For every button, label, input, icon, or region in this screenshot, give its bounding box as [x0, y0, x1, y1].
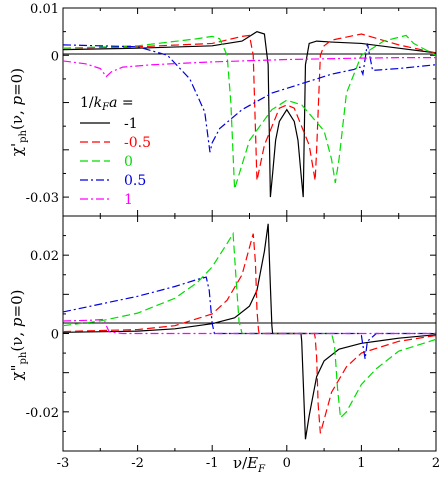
bottom-y-axis-title: χ"ph(ν, p=0): [8, 290, 29, 381]
bottom-y-tick-label: 0.02: [30, 249, 59, 264]
top-series-line: [63, 43, 436, 153]
top-panel-frame: [62, 7, 437, 217]
x-tick-label: 0: [283, 456, 291, 471]
top-series-line: [63, 33, 436, 181]
top-series-line: [63, 57, 436, 78]
x-tick-label: 1: [357, 456, 365, 471]
x-tick-label: -2: [131, 456, 144, 471]
top-y-tick-label: 0: [51, 49, 59, 64]
top-y-tick-label: -0.03: [26, 191, 59, 206]
top-series-line: [63, 34, 436, 190]
bottom-y-tick-label: 0: [51, 328, 59, 343]
bottom-series-line: [63, 231, 436, 420]
x-tick-label: 2: [432, 456, 440, 471]
top-y-tick-label: 0.01: [30, 2, 59, 17]
legend-label: -0.5: [124, 135, 151, 151]
legend-label: 0: [124, 154, 133, 170]
legend-label: 0.5: [124, 173, 146, 189]
x-tick-label: -3: [57, 456, 70, 471]
bottom-series-line: [63, 223, 436, 440]
x-axis-title: ν/EF: [233, 454, 266, 472]
bottom-series-line: [63, 318, 436, 335]
legend-title: 1/kFa =: [80, 95, 134, 113]
top-y-axis-title: χ'ph(ν, p=0): [8, 68, 29, 156]
bottom-y-tick-label: -0.02: [26, 406, 59, 421]
bottom-series-line: [63, 276, 436, 360]
legend-label: 1: [124, 192, 133, 208]
legend-label: -1: [124, 116, 138, 132]
x-tick-label: -1: [206, 456, 219, 471]
top-series-line: [63, 30, 436, 198]
legend: 1/kFa = -1 -0.5 0 0.5 1: [80, 95, 151, 208]
